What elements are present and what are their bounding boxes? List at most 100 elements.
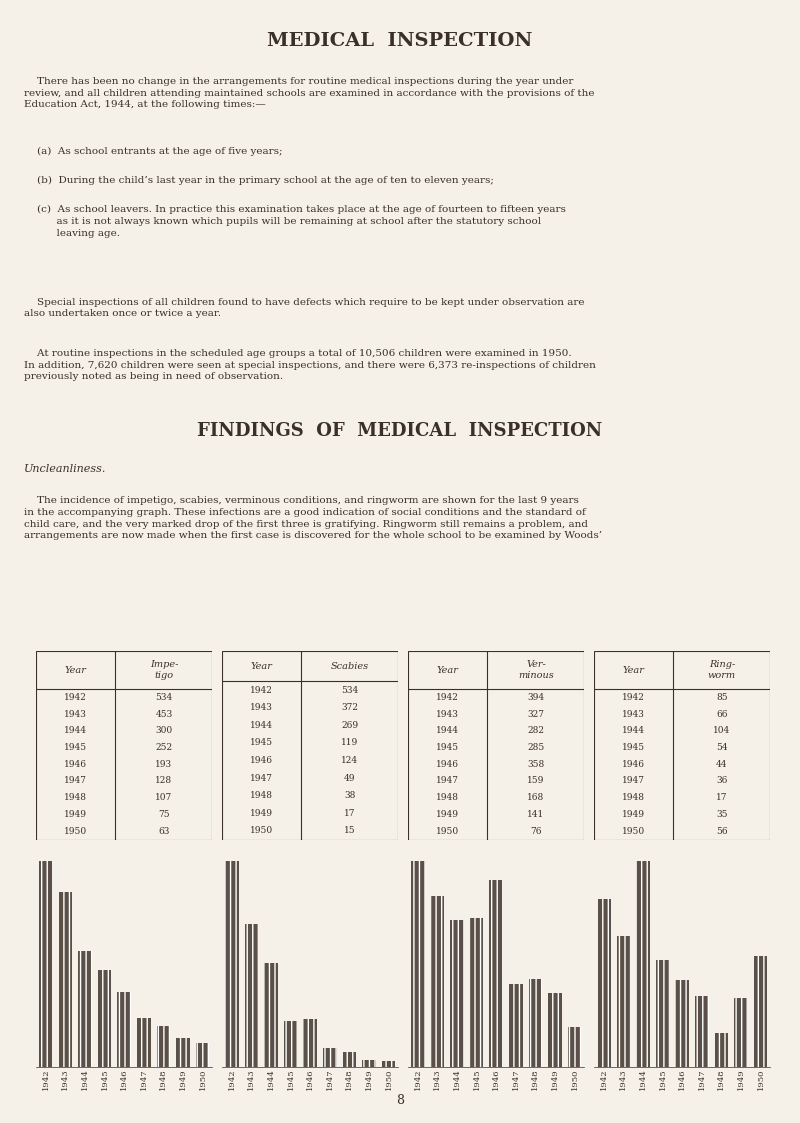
Text: 1949: 1949 (64, 810, 87, 819)
Text: 35: 35 (716, 810, 728, 819)
Bar (597, 898, 610, 1067)
Text: (c)  As school leavers. In practice this examination takes place at the age of f: (c) As school leavers. In practice this … (24, 204, 566, 238)
Text: 285: 285 (527, 743, 545, 752)
Text: 17: 17 (344, 809, 356, 818)
Text: 1949: 1949 (622, 810, 645, 819)
Text: 394: 394 (527, 693, 545, 702)
Bar (754, 956, 767, 1067)
Text: At routine inspections in the scheduled age groups a total of 10,506 children we: At routine inspections in the scheduled … (24, 349, 596, 382)
Text: 453: 453 (155, 710, 173, 719)
Text: 1945: 1945 (436, 743, 459, 752)
Text: 119: 119 (342, 739, 358, 748)
Text: 1946: 1946 (250, 756, 273, 765)
Bar (78, 951, 92, 1067)
Text: 107: 107 (155, 793, 173, 802)
Bar (675, 979, 689, 1067)
Text: There has been no change in the arrangements for routine medical inspections dur: There has been no change in the arrangem… (24, 76, 594, 109)
Text: 1949: 1949 (436, 810, 459, 819)
Text: 1948: 1948 (622, 793, 645, 802)
Text: 1943: 1943 (250, 703, 273, 712)
Text: Year: Year (622, 666, 645, 675)
Text: 1945: 1945 (250, 739, 274, 748)
Text: 372: 372 (342, 703, 358, 712)
Bar (568, 1028, 582, 1067)
Text: 1944: 1944 (64, 727, 87, 736)
Text: 1944: 1944 (622, 727, 645, 736)
Text: 1950: 1950 (250, 827, 274, 836)
Bar (264, 964, 278, 1067)
Bar (411, 861, 425, 1067)
Text: The incidence of impetigo, scabies, verminous conditions, and ringworm are shown: The incidence of impetigo, scabies, verm… (24, 496, 602, 540)
Text: Year: Year (250, 661, 273, 670)
Text: Scabies: Scabies (331, 661, 369, 670)
Bar (734, 997, 748, 1067)
Text: (b)  During the child’s last year in the primary school at the age of ten to ele: (b) During the child’s last year in the … (24, 176, 494, 185)
Bar (490, 880, 503, 1067)
Bar (225, 861, 238, 1067)
Bar (176, 1038, 190, 1067)
Text: 128: 128 (155, 776, 173, 785)
Bar (529, 979, 542, 1067)
Text: 75: 75 (158, 810, 170, 819)
Bar (636, 861, 650, 1067)
Text: 1943: 1943 (64, 710, 87, 719)
Text: Uncleanliness.: Uncleanliness. (24, 464, 106, 474)
Text: 1948: 1948 (64, 793, 87, 802)
Text: 15: 15 (344, 827, 356, 836)
Bar (470, 917, 483, 1067)
Bar (157, 1025, 170, 1067)
Text: 534: 534 (342, 686, 358, 695)
Text: 1942: 1942 (250, 686, 273, 695)
Text: 1950: 1950 (436, 827, 459, 836)
Text: 1942: 1942 (436, 693, 459, 702)
Text: 1949: 1949 (250, 809, 273, 818)
Bar (430, 896, 444, 1067)
Text: 76: 76 (530, 827, 542, 836)
Bar (303, 1019, 317, 1067)
Text: MEDICAL  INSPECTION: MEDICAL INSPECTION (267, 31, 533, 51)
Text: 104: 104 (714, 727, 730, 736)
Text: 124: 124 (342, 756, 358, 765)
Text: 1943: 1943 (436, 710, 459, 719)
Text: 282: 282 (527, 727, 544, 736)
Bar (118, 993, 131, 1067)
Text: FINDINGS  OF  MEDICAL  INSPECTION: FINDINGS OF MEDICAL INSPECTION (198, 422, 602, 440)
Text: 1946: 1946 (622, 760, 645, 769)
Text: 1950: 1950 (64, 827, 87, 836)
Text: 327: 327 (527, 710, 544, 719)
Text: 1945: 1945 (622, 743, 646, 752)
Text: Year: Year (437, 666, 458, 675)
Text: 358: 358 (527, 760, 545, 769)
Text: 1948: 1948 (436, 793, 459, 802)
Bar (617, 937, 630, 1067)
Bar (509, 984, 522, 1067)
Text: 1948: 1948 (250, 791, 273, 801)
Text: 44: 44 (716, 760, 728, 769)
Text: Special inspections of all children found to have defects which require to be ke: Special inspections of all children foun… (24, 298, 585, 319)
Text: 1943: 1943 (622, 710, 645, 719)
Text: 193: 193 (155, 760, 173, 769)
Text: Ver-
minous: Ver- minous (518, 660, 554, 679)
Bar (695, 996, 709, 1067)
Text: 1944: 1944 (436, 727, 459, 736)
Bar (323, 1048, 337, 1067)
Text: Ring-
worm: Ring- worm (708, 660, 736, 679)
Text: 1946: 1946 (436, 760, 459, 769)
Text: Impe-
tigo: Impe- tigo (150, 660, 178, 679)
Text: 38: 38 (344, 791, 355, 801)
Bar (39, 861, 53, 1067)
Text: Year: Year (65, 666, 86, 675)
Bar (548, 993, 562, 1067)
Bar (382, 1061, 395, 1067)
Bar (362, 1060, 376, 1067)
Bar (656, 960, 670, 1067)
Text: 1947: 1947 (64, 776, 87, 785)
Bar (58, 893, 72, 1067)
Text: 66: 66 (716, 710, 728, 719)
Text: 1942: 1942 (622, 693, 645, 702)
Text: 159: 159 (527, 776, 545, 785)
Text: 168: 168 (527, 793, 545, 802)
Text: 1947: 1947 (250, 774, 273, 783)
Text: 1946: 1946 (64, 760, 87, 769)
Bar (450, 920, 464, 1067)
